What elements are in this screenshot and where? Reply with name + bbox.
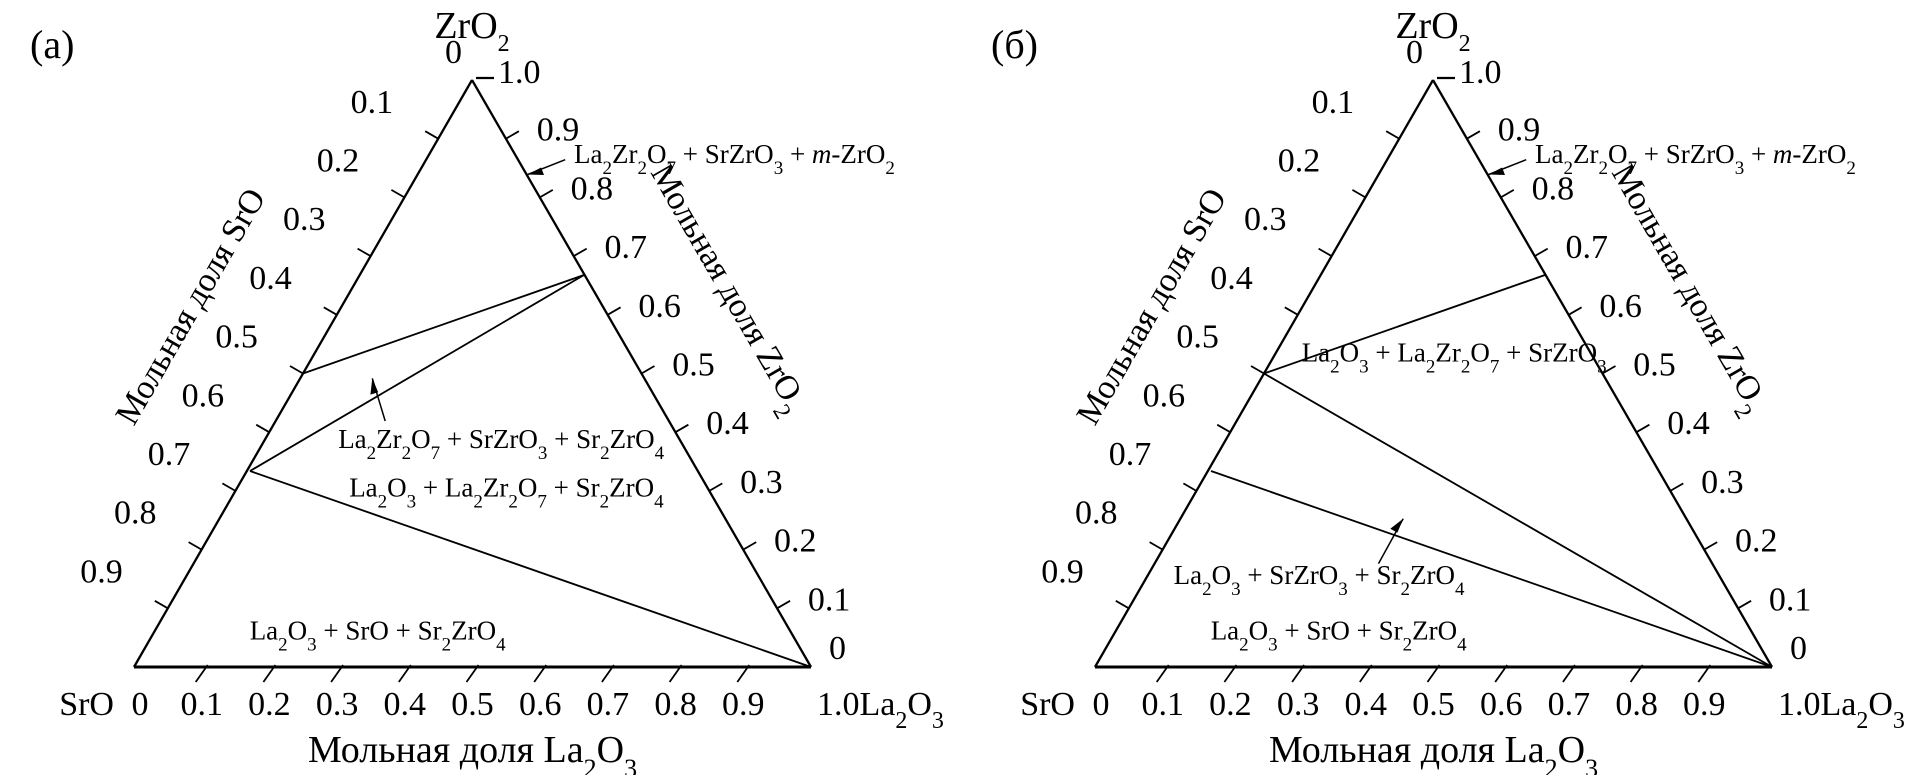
svg-text:0.7: 0.7 <box>1109 436 1152 473</box>
svg-text:0.9: 0.9 <box>722 686 765 723</box>
svg-text:0.5: 0.5 <box>1176 319 1219 356</box>
svg-text:0.4: 0.4 <box>1667 405 1710 442</box>
svg-text:0.7: 0.7 <box>148 436 191 473</box>
svg-text:0.7: 0.7 <box>587 686 630 723</box>
svg-text:0.6: 0.6 <box>1480 686 1523 723</box>
svg-text:0.9: 0.9 <box>1041 553 1084 590</box>
svg-text:SrO: SrO <box>59 686 114 723</box>
svg-text:0.8: 0.8 <box>1075 495 1118 532</box>
svg-text:0.4: 0.4 <box>249 260 292 297</box>
svg-text:0.3: 0.3 <box>1701 464 1744 501</box>
svg-text:1.0: 1.0 <box>498 54 541 91</box>
svg-text:0.7: 0.7 <box>1548 686 1591 723</box>
svg-text:0.9: 0.9 <box>1498 112 1541 149</box>
svg-text:0: 0 <box>1790 630 1807 667</box>
svg-text:0.4: 0.4 <box>1210 260 1253 297</box>
svg-text:0.2: 0.2 <box>248 686 291 723</box>
svg-text:0.3: 0.3 <box>1277 686 1320 723</box>
svg-text:La2O3 + SrO + Sr2ZrO4: La2O3 + SrO + Sr2ZrO4 <box>250 615 506 655</box>
svg-text:La2O3 + SrO + Sr2ZrO4: La2O3 + SrO + Sr2ZrO4 <box>1211 615 1467 655</box>
svg-text:0.8: 0.8 <box>654 686 697 723</box>
svg-text:0.6: 0.6 <box>1143 377 1186 414</box>
svg-text:Мольная доля La2O3: Мольная доля La2O3 <box>308 729 637 775</box>
svg-text:0.4: 0.4 <box>706 405 749 442</box>
svg-text:0.5: 0.5 <box>215 319 258 356</box>
svg-text:La2O3 + SrZrO3 + Sr2ZrO4: La2O3 + SrZrO3 + Sr2ZrO4 <box>1174 560 1465 600</box>
svg-text:0: 0 <box>132 686 149 723</box>
svg-text:0.6: 0.6 <box>1599 288 1642 325</box>
svg-text:0.9: 0.9 <box>1683 686 1726 723</box>
svg-text:0.8: 0.8 <box>571 170 614 207</box>
svg-text:0.8: 0.8 <box>114 495 157 532</box>
svg-text:0.1: 0.1 <box>808 581 851 618</box>
svg-text:0.9: 0.9 <box>80 553 123 590</box>
svg-text:0.1: 0.1 <box>1769 581 1812 618</box>
svg-text:SrO: SrO <box>1020 686 1075 723</box>
svg-text:0.1: 0.1 <box>180 686 223 723</box>
svg-text:(б): (б) <box>991 22 1038 67</box>
svg-text:0.2: 0.2 <box>317 143 360 180</box>
svg-text:0.3: 0.3 <box>1244 201 1287 238</box>
svg-text:0.4: 0.4 <box>1345 686 1388 723</box>
svg-text:La2Zr2O7 + SrZrO3 + m-ZrO2: La2Zr2O7 + SrZrO3 + m-ZrO2 <box>574 139 895 179</box>
svg-text:0.4: 0.4 <box>384 686 427 723</box>
svg-text:0.2: 0.2 <box>1735 523 1778 560</box>
svg-text:0.6: 0.6 <box>638 288 681 325</box>
svg-text:La2O3 + La2Zr2O7 + SrZrO3: La2O3 + La2Zr2O7 + SrZrO3 <box>1302 337 1607 377</box>
svg-text:0.8: 0.8 <box>1615 686 1658 723</box>
svg-text:0.5: 0.5 <box>1412 686 1455 723</box>
svg-text:0.2: 0.2 <box>1209 686 1252 723</box>
svg-text:(а): (а) <box>30 22 74 67</box>
svg-text:0.3: 0.3 <box>283 201 326 238</box>
svg-text:0.3: 0.3 <box>316 686 359 723</box>
svg-text:0.1: 0.1 <box>1141 686 1184 723</box>
svg-text:0.7: 0.7 <box>605 229 648 266</box>
svg-text:Мольная доля La2O3: Мольная доля La2O3 <box>1269 729 1598 775</box>
svg-text:La2Zr2O7 + SrZrO3 + Sr2ZrO4: La2Zr2O7 + SrZrO3 + Sr2ZrO4 <box>338 424 664 464</box>
svg-text:1.0: 1.0 <box>1459 54 1502 91</box>
svg-text:0.5: 0.5 <box>1633 347 1676 384</box>
svg-text:0.1: 0.1 <box>351 84 394 121</box>
svg-text:0.7: 0.7 <box>1566 229 1609 266</box>
svg-text:La2O3 + La2Zr2O7 + Sr2ZrO4: La2O3 + La2Zr2O7 + Sr2ZrO4 <box>349 472 664 512</box>
svg-text:0: 0 <box>1093 686 1110 723</box>
svg-text:1.0La2O3: 1.0La2O3 <box>817 686 944 734</box>
svg-text:0.3: 0.3 <box>740 464 783 501</box>
svg-text:0.9: 0.9 <box>537 112 580 149</box>
svg-text:La2Zr2O7 + SrZrO3 + m-ZrO2: La2Zr2O7 + SrZrO3 + m-ZrO2 <box>1535 139 1856 179</box>
svg-text:1.0La2O3: 1.0La2O3 <box>1778 686 1905 734</box>
svg-text:0.6: 0.6 <box>182 377 225 414</box>
svg-text:0.6: 0.6 <box>519 686 562 723</box>
svg-text:0.1: 0.1 <box>1312 84 1355 121</box>
svg-text:0.2: 0.2 <box>774 523 817 560</box>
svg-text:0.5: 0.5 <box>451 686 494 723</box>
svg-text:0: 0 <box>829 630 846 667</box>
svg-text:0.2: 0.2 <box>1278 143 1321 180</box>
svg-text:0.5: 0.5 <box>672 347 715 384</box>
svg-text:0.8: 0.8 <box>1532 170 1575 207</box>
